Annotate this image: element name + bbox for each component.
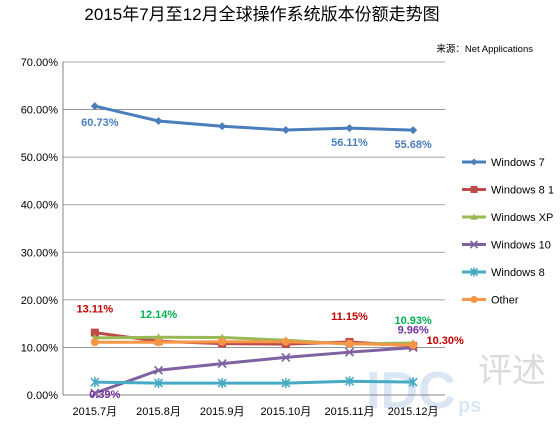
y-tick-labels: 0.00% 10.00% 20.00% 30.00% 40.00% 50.00% 60.00… [21,57,59,402]
data-point [90,338,99,347]
legend-item: Windows 8 [462,267,545,279]
data-point [408,377,418,388]
legend-marker [469,240,479,249]
chart-source: 来源：Net Applications [436,44,533,55]
watermark-text: IDC [366,362,456,420]
data-point [345,124,354,133]
gridlines [63,61,445,348]
data-label: 60.73% [81,117,119,129]
data-label: 9.96% [398,325,429,337]
series-windows-8 [90,376,418,389]
data-point [344,347,355,357]
watermark: IDC ps 评述 [366,352,546,420]
y-tick-label: 0.00% [27,390,58,402]
x-tick-label: 2015.8月 [136,406,181,418]
legend: Windows 7 Windows 8 1 Windows XP Windows 10… [462,157,554,307]
x-tick-labels: 2015.7月 2015.8月 2015.9月 2015.10月 2015.11月 201… [73,406,439,418]
data-point [153,365,164,375]
series-line [94,346,414,395]
data-point [409,341,418,350]
legend-item: Windows 8 1 [462,185,554,197]
data-point [345,339,354,348]
x-tick-label: 2015.7月 [73,406,118,418]
y-tick-label: 10.00% [21,342,59,354]
data-point [153,378,164,389]
series-other [90,337,418,350]
data-point [90,102,99,111]
legend-label: Windows 7 [491,157,545,169]
legend-marker [470,296,478,303]
data-point [90,328,99,337]
data-label: 56.11% [331,137,368,149]
series-windows-7 [90,102,418,135]
x-tick-label: 2015.10月 [260,406,311,418]
legend-marker [470,213,478,220]
y-tick-label: 20.00% [21,295,59,307]
legend-marker [470,186,478,193]
data-label: 10.93% [395,315,433,327]
legend-item: Windows 10 [462,240,551,252]
data-point [344,376,355,387]
data-point [154,338,163,347]
data-label: 55.68% [395,139,433,151]
legend-label: Windows XP [491,212,553,224]
series-line [94,104,414,132]
data-point [90,377,100,388]
legend-item: Windows XP [462,212,553,224]
data-labels: 60.73% 56.11% 55.68% 13.11% 11.15% 10.30% 12.1… [76,117,464,401]
series-line [94,340,414,347]
data-label: 11.15% [331,311,368,323]
y-tick-label: 40.00% [21,200,59,212]
x-tick-label: 2015.12月 [388,406,439,418]
data-point [90,388,100,398]
legend-marker [470,158,478,166]
legend-label: Other [491,295,519,307]
legend-item: Other [462,295,519,307]
series-group [90,102,418,398]
legend-item: Windows 7 [462,157,545,169]
legend-marker [469,267,479,277]
axes [62,62,445,396]
y-tick-label: 70.00% [21,57,59,69]
data-point [281,352,291,362]
data-label: 10.30% [427,335,465,347]
data-point [218,122,227,131]
data-point [154,333,163,341]
data-point [217,359,227,369]
legend-label: Windows 8 [491,267,545,279]
data-point [281,126,290,135]
data-point [154,116,163,125]
data-label: 0.39% [89,389,120,401]
data-point [281,378,291,389]
y-tick-label: 30.00% [21,247,59,259]
data-point [281,337,290,346]
y-tick-label: 50.00% [21,152,59,164]
data-point [217,378,227,389]
series-line [94,379,414,385]
data-point [218,337,227,346]
x-tick-label: 2015.9月 [200,406,245,418]
data-label: 12.14% [140,309,178,321]
x-tick-label: 2015.11月 [325,406,375,418]
data-point [409,126,418,135]
data-label: 13.11% [76,304,113,316]
watermark-sub: ps [458,395,481,417]
chart-title: 2015年7月至12月全球操作系统版本份额走势图 [84,5,439,24]
legend-label: Windows 10 [491,240,551,252]
legend-label: Windows 8 1 [491,185,554,197]
y-tick-label: 60.00% [21,105,59,117]
watermark-han: 评述 [478,352,546,390]
